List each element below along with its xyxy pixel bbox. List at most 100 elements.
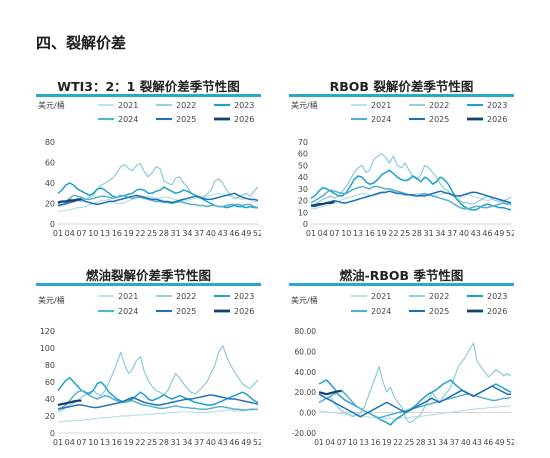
x-tick-label: 19 xyxy=(376,229,386,238)
y-tick-label: 100 xyxy=(40,344,55,353)
x-tick-label: 19 xyxy=(123,229,133,238)
chart-title: 燃油-RBOB 季节性图 xyxy=(339,268,464,283)
title-rule xyxy=(289,94,514,97)
y-axis-unit-label: 美元/桶 xyxy=(291,100,318,110)
x-tick-label: 40 xyxy=(461,438,471,447)
x-tick-label: 43 xyxy=(218,229,228,238)
x-tick-label: 07 xyxy=(76,229,86,238)
legend-label-2022: 2022 xyxy=(176,292,196,301)
x-tick-label: 31 xyxy=(424,229,434,238)
x-tick-label: 34 xyxy=(435,229,445,238)
x-tick-label: 19 xyxy=(123,438,133,447)
legend-label-2021: 2021 xyxy=(371,292,391,301)
x-tick-label: 34 xyxy=(182,229,192,238)
y-tick-label: 80.00 xyxy=(295,327,317,336)
series-line-2025 xyxy=(57,394,259,410)
y-tick-label: 60 xyxy=(45,378,55,387)
x-tick-label: 19 xyxy=(382,438,392,447)
x-tick-label: 10 xyxy=(88,438,98,447)
series-line-2023 xyxy=(310,169,512,211)
y-tick-label: 80 xyxy=(45,361,55,370)
series-line-2022 xyxy=(310,153,512,206)
chart-panel-rbob-crack: RBOB 裂解价差季节性图 美元/桶 2021 2022 2023 2024 2025 20… xyxy=(289,76,514,246)
y-axis-unit-label: 美元/桶 xyxy=(291,295,318,305)
title-rule xyxy=(289,283,514,286)
y-tick-label: 10 xyxy=(298,208,308,217)
legend-label-2023: 2023 xyxy=(234,292,254,301)
x-tick-label: 31 xyxy=(171,438,181,447)
y-tick-label: 20 xyxy=(45,200,55,209)
legend-label-2024: 2024 xyxy=(371,307,391,316)
x-tick-label: 07 xyxy=(329,229,339,238)
x-tick-label: 28 xyxy=(412,229,422,238)
y-tick-label: 60.00 xyxy=(295,347,317,356)
chart-title: WTI3：2：1 裂解价差季节性图 xyxy=(57,79,240,94)
chart-panel-wti-crack: WTI3：2：1 裂解价差季节性图 美元/桶 2021 2022 2023 2024 20… xyxy=(36,76,261,246)
chart-svg: 美元/桶 2021 2022 2023 2024 2025 2026 -20.00 0.00 20… xyxy=(291,292,514,447)
x-tick-label: 49 xyxy=(241,438,251,447)
x-tick-label: 25 xyxy=(147,229,157,238)
x-tick-label: 13 xyxy=(100,229,110,238)
x-tick-label: 37 xyxy=(447,229,457,238)
x-tick-label: 46 xyxy=(229,438,239,447)
x-tick-label: 07 xyxy=(76,438,86,447)
chart-title: 燃油裂解价差季节性图 xyxy=(85,268,211,283)
title-rule xyxy=(36,283,261,286)
y-tick-label: 20 xyxy=(298,197,308,206)
legend-label-2021: 2021 xyxy=(118,101,138,110)
chart-panel-fuel-oil-crack: 燃油裂解价差季节性图 美元/桶 2021 2022 2023 2024 2025 2026 0… xyxy=(36,265,261,455)
x-tick-label: 10 xyxy=(341,229,351,238)
x-tick-label: 01 xyxy=(314,438,324,447)
x-tick-label: 16 xyxy=(371,438,381,447)
y-tick-label: -20.00 xyxy=(292,429,316,438)
x-tick-label: 10 xyxy=(348,438,358,447)
x-tick-label: 52 xyxy=(253,229,261,238)
series-line-2025 xyxy=(57,192,259,207)
y-tick-label: 120 xyxy=(40,327,55,336)
series-line-2022 xyxy=(57,162,259,208)
x-tick-label: 37 xyxy=(450,438,460,447)
series-line-2026 xyxy=(57,198,82,204)
section-title: 四、裂解价差 xyxy=(36,34,127,52)
x-tick-label: 52 xyxy=(506,229,514,238)
y-tick-label: 0.00 xyxy=(299,409,316,418)
x-tick-label: 49 xyxy=(241,229,251,238)
y-tick-label: 40.00 xyxy=(295,368,317,377)
x-tick-label: 13 xyxy=(100,438,110,447)
y-tick-label: 60 xyxy=(298,150,308,159)
x-tick-label: 28 xyxy=(416,438,426,447)
series-line-2021 xyxy=(57,192,258,213)
legend-label-2024: 2024 xyxy=(118,115,138,124)
legend-label-2022: 2022 xyxy=(176,101,196,110)
x-tick-label: 16 xyxy=(365,229,375,238)
series-line-2025 xyxy=(318,385,511,418)
series-line-2022 xyxy=(318,342,512,424)
legend-label-2024: 2024 xyxy=(118,307,138,316)
legend-label-2021: 2021 xyxy=(118,292,138,301)
series-line-2023 xyxy=(57,377,259,406)
x-tick-label: 37 xyxy=(194,229,204,238)
x-tick-label: 22 xyxy=(135,229,145,238)
y-tick-label: 20.00 xyxy=(295,388,317,397)
x-tick-label: 07 xyxy=(337,438,347,447)
x-tick-label: 13 xyxy=(359,438,369,447)
x-tick-label: 31 xyxy=(427,438,437,447)
legend-label-2025: 2025 xyxy=(429,307,449,316)
x-tick-label: 25 xyxy=(405,438,415,447)
series-line-2024 xyxy=(57,194,259,209)
x-tick-label: 52 xyxy=(253,438,261,447)
series-line-2026 xyxy=(57,399,82,407)
title-rule xyxy=(36,94,261,97)
x-tick-label: 04 xyxy=(65,229,75,238)
legend-label-2025: 2025 xyxy=(176,115,196,124)
chart-title: RBOB 裂解价差季节性图 xyxy=(329,79,474,94)
legend-label-2023: 2023 xyxy=(487,101,507,110)
x-tick-label: 49 xyxy=(494,229,504,238)
series-line-2023 xyxy=(57,182,258,209)
series-line-2021 xyxy=(58,408,259,423)
y-tick-label: 30 xyxy=(298,185,308,194)
x-tick-label: 22 xyxy=(135,438,145,447)
y-tick-label: 40 xyxy=(298,173,308,182)
